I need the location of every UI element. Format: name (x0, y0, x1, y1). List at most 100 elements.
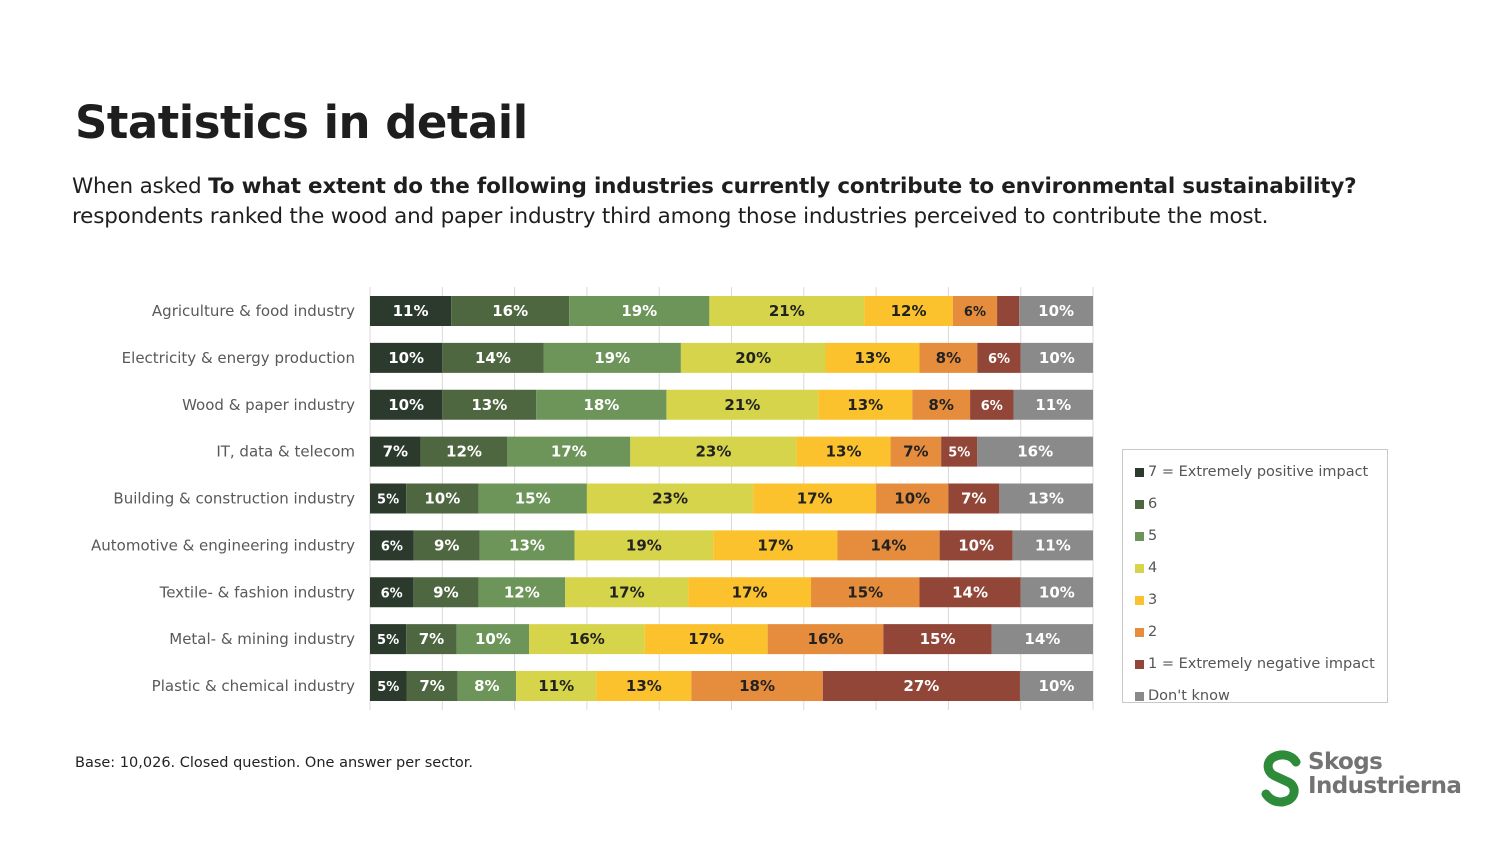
logo-mark-icon (1261, 750, 1301, 807)
bar-segment (536, 389, 667, 420)
data-label: 14% (952, 583, 988, 601)
data-label: 6% (381, 539, 403, 554)
data-label: 10% (1039, 349, 1075, 367)
data-label: 7% (383, 443, 408, 461)
bar-segment (507, 436, 631, 467)
data-label: 13% (1028, 490, 1064, 508)
legend-item: 3 (1135, 584, 1387, 616)
bar-segment (822, 671, 1020, 701)
data-label: 27% (903, 677, 939, 695)
legend-label: 2 (1148, 624, 1158, 640)
bar-segment (890, 436, 942, 467)
data-label: 6% (381, 586, 403, 601)
data-label: 16% (808, 630, 844, 648)
stacked-bar-chart: Agriculture & food industry 11% 16% 19% 21% 1… (91, 287, 1094, 710)
category-label: Automotive & engineering industry (91, 536, 355, 554)
data-label: 14% (871, 536, 907, 554)
category-label: Metal- & mining industry (169, 630, 355, 648)
data-label: 11% (538, 677, 574, 695)
data-label: 8% (928, 396, 953, 414)
data-label: 11% (393, 302, 429, 320)
data-label: 9% (434, 536, 459, 554)
bar-row: 6% 9% 12% 17% 17% 15% 14% 10% (370, 577, 1093, 608)
data-label: 6% (981, 399, 1003, 414)
data-label: 17% (688, 630, 724, 648)
bar-segment (370, 483, 407, 514)
data-label: 10% (1039, 677, 1075, 695)
legend-item: 1 = Extremely negative impact (1135, 648, 1387, 680)
bar-segment (442, 342, 544, 373)
bar-segment (516, 671, 597, 701)
category-label: Wood & paper industry (182, 396, 355, 414)
bar-segment (977, 436, 1093, 467)
bar-segment (811, 577, 920, 608)
bar-row: 5% 7% 10% 16% 17% 16% 15% 14% (370, 624, 1093, 655)
bar-segment (478, 483, 587, 514)
bar-segment (952, 296, 998, 326)
data-label: 10% (475, 630, 511, 648)
bar-segment (406, 624, 457, 655)
bar-segment (796, 436, 891, 467)
data-label: 10% (1038, 302, 1074, 320)
bar-segment (478, 577, 566, 608)
data-label: 7% (419, 677, 444, 695)
data-label: 10% (388, 396, 424, 414)
data-label: 17% (732, 583, 768, 601)
data-label: 20% (735, 349, 771, 367)
legend-swatch (1135, 467, 1144, 477)
data-label: 13% (847, 396, 883, 414)
bar-row: 11% 16% 19% 21% 12% 6% 10% (370, 296, 1093, 326)
data-label: 7% (419, 630, 444, 648)
data-label: 14% (475, 349, 511, 367)
data-label: 10% (958, 536, 994, 554)
bar-segment (596, 671, 692, 701)
data-label: 16% (569, 630, 605, 648)
data-label: 17% (757, 536, 793, 554)
legend-label: Don't know (1148, 688, 1230, 704)
bar-row: 10% 14% 19% 20% 13% 8% 6% 10% (370, 342, 1093, 373)
chart-legend: 7 = Extremely positive impact 6 5 4 3 2 1 = Ex… (1122, 449, 1388, 704)
bar-segment (442, 389, 537, 420)
legend-item: 6 (1135, 488, 1387, 520)
data-label: 12% (504, 583, 540, 601)
bar-segment (709, 296, 865, 326)
bar-segment (991, 624, 1093, 655)
subtitle-tail: respondents ranked the wood and paper in… (72, 204, 1269, 229)
data-label: 7% (961, 490, 986, 508)
bar-segment (767, 624, 884, 655)
bar-segment (864, 296, 953, 326)
bar-segment (977, 342, 1021, 373)
bar-segment (1012, 530, 1093, 561)
data-label: 13% (855, 349, 891, 367)
bar-segment (370, 342, 443, 373)
legend-label: 7 = Extremely positive impact (1148, 464, 1369, 480)
bar-segment (565, 577, 689, 608)
data-label: 13% (471, 396, 507, 414)
bar-segment (919, 342, 978, 373)
skogsindustrierna-logo: Skogs Industrierna (1258, 749, 1462, 808)
bar-segment (1019, 671, 1093, 701)
bar-segment (413, 577, 479, 608)
data-label: 17% (609, 583, 645, 601)
category-label: Electricity & energy production (122, 349, 355, 367)
bar-segment (457, 671, 517, 701)
bar-segment (1013, 389, 1093, 420)
data-label: 10% (424, 490, 460, 508)
logo-line-2: Industrierna (1308, 773, 1462, 799)
bar-segment (456, 624, 530, 655)
bar-row: 5% 10% 15% 23% 17% 10% 7% 13% (370, 483, 1093, 514)
data-label: 21% (724, 396, 760, 414)
bar-segment (939, 530, 1013, 561)
category-label: Building & construction industry (113, 490, 355, 508)
logo-line-1: Skogs (1308, 749, 1383, 775)
bar-segment (941, 436, 978, 467)
bar-segment (586, 483, 754, 514)
bar-segment (420, 436, 508, 467)
bar-segment (919, 577, 1021, 608)
data-label: 19% (626, 536, 662, 554)
legend-item: 5 (1135, 520, 1387, 552)
data-label: 18% (739, 677, 775, 695)
data-label: 23% (652, 490, 688, 508)
data-label: 5% (377, 493, 399, 508)
bar-segment (970, 389, 1014, 420)
